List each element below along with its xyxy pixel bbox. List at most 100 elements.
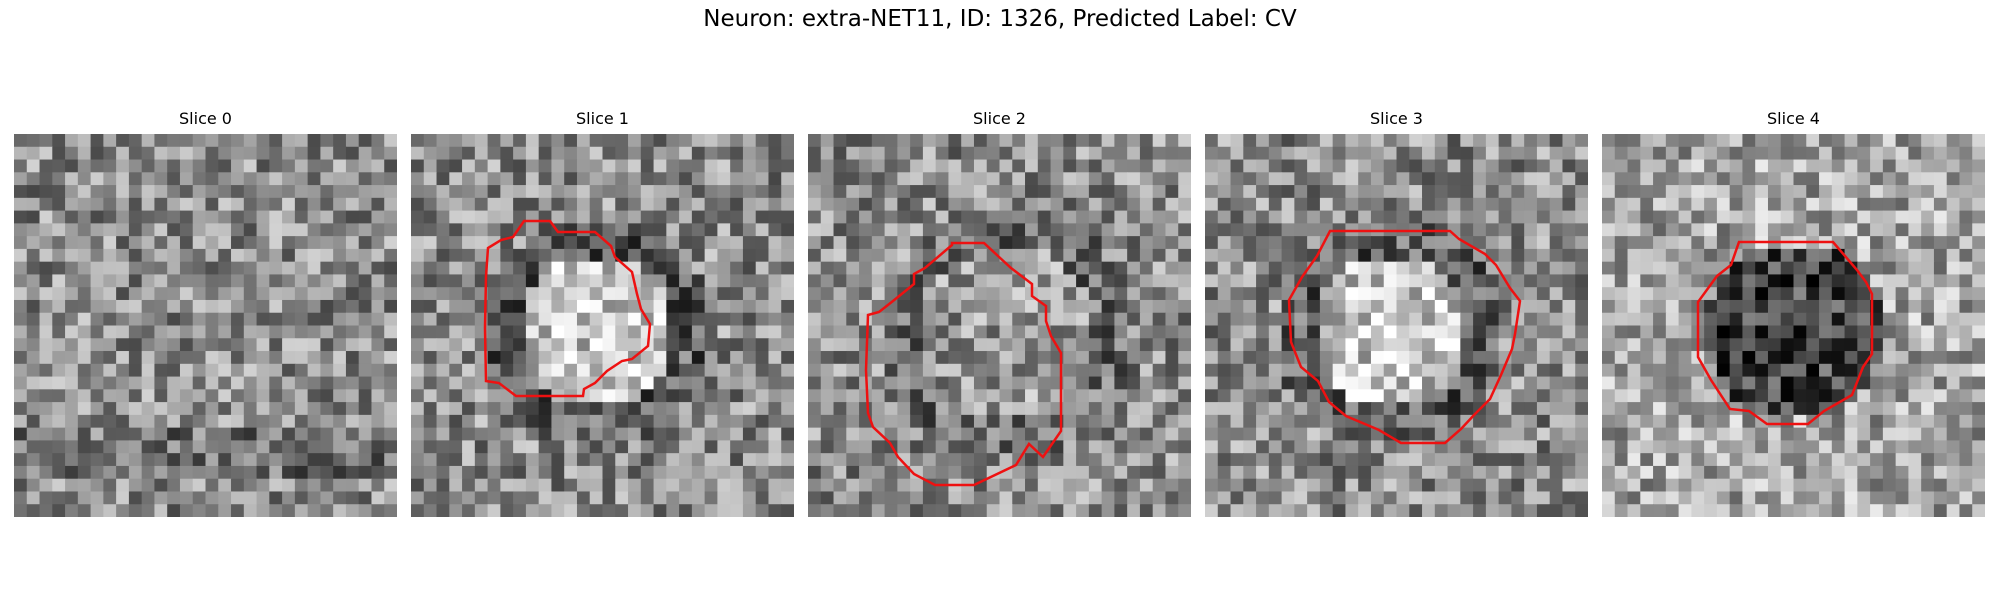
pixel-cell — [1370, 363, 1385, 378]
pixel-cell — [345, 478, 360, 493]
pixel-cell — [768, 376, 782, 390]
pixel-cell — [26, 389, 41, 403]
pixel-cell — [1908, 236, 1922, 250]
pixel-cell — [1755, 376, 1769, 390]
pixel-cell — [39, 414, 53, 429]
pixel-cell — [103, 299, 117, 314]
pixel-cell — [1498, 299, 1512, 314]
pixel-cell — [1383, 325, 1398, 339]
pixel-cell — [371, 325, 385, 339]
pixel-cell — [205, 465, 219, 480]
pixel-cell — [39, 248, 53, 263]
pixel-cell — [1307, 197, 1321, 212]
pixel-cell — [90, 453, 104, 467]
pixel-cell — [1434, 274, 1449, 288]
pixel-cell — [462, 504, 476, 517]
pixel-cell — [910, 363, 924, 378]
pixel-cell — [462, 338, 476, 352]
pixel-cell — [859, 248, 873, 263]
pixel-cell — [179, 134, 194, 148]
pixel-cell — [1895, 274, 1909, 288]
pixel-cell — [500, 414, 514, 429]
pixel-cell — [1498, 427, 1512, 441]
pixel-cell — [192, 440, 207, 454]
pixel-cell — [1256, 440, 1270, 454]
pixel-cell — [935, 465, 950, 480]
pixel-cell — [1627, 389, 1641, 403]
pixel-cell — [961, 274, 975, 288]
pixel-cell — [128, 427, 143, 441]
pixel-cell — [1870, 478, 1884, 493]
pixel-cell — [935, 159, 950, 173]
pixel-cell — [742, 351, 757, 365]
pixel-cell — [564, 287, 578, 301]
pixel-cell — [704, 363, 718, 378]
pixel-cell — [500, 134, 514, 148]
pixel-cell — [1742, 197, 1756, 212]
pixel-cell — [1933, 299, 1948, 314]
pixel-cell — [1422, 389, 1436, 403]
pixel-cell — [1524, 376, 1538, 390]
pixel-cell — [986, 146, 1001, 161]
pixel-cell — [1152, 453, 1167, 467]
pixel-cell — [755, 504, 770, 517]
pixel-cell — [1460, 210, 1474, 224]
pixel-cell — [65, 248, 79, 263]
pixel-cell — [411, 172, 425, 186]
pixel-cell — [1319, 146, 1334, 161]
pixel-cell — [1281, 261, 1295, 276]
pixel-cell — [192, 236, 207, 250]
pixel-cell — [1793, 363, 1807, 378]
pixel-cell — [961, 299, 975, 314]
pixel-cell — [846, 363, 860, 378]
pixel-cell — [1114, 414, 1128, 429]
pixel-cell — [717, 134, 731, 148]
pixel-cell — [449, 146, 463, 161]
pixel-cell — [294, 210, 309, 224]
pixel-cell — [999, 414, 1013, 429]
pixel-cell — [1549, 159, 1564, 173]
pixel-cell — [1653, 465, 1667, 480]
pixel-cell — [423, 376, 438, 390]
pixel-cell — [1895, 197, 1909, 212]
pixel-cell — [141, 248, 156, 263]
pixel-cell — [1895, 299, 1909, 314]
pixel-cell — [884, 261, 898, 276]
pixel-cell — [1294, 210, 1308, 224]
pixel-cell — [1281, 389, 1295, 403]
pixel-cell — [1319, 338, 1334, 352]
pixel-cell — [167, 402, 181, 416]
pixel-cell — [1037, 248, 1052, 263]
slice-panel-0: Slice 0 — [14, 108, 397, 517]
pixel-cell — [897, 146, 911, 161]
pixel-cell — [411, 376, 425, 390]
pixel-cell — [1127, 325, 1141, 339]
pixel-cell — [1114, 402, 1128, 416]
pixel-cell — [282, 261, 296, 276]
pixel-cell — [986, 478, 1001, 493]
pixel-cell — [14, 287, 28, 301]
pixel-cell — [1345, 210, 1359, 224]
pixel-cell — [1972, 363, 1985, 378]
pixel-cell — [39, 236, 53, 250]
pixel-cell — [52, 134, 66, 148]
pixel-cell — [1870, 274, 1884, 288]
pixel-cell — [1665, 338, 1680, 352]
pixel-cell — [602, 504, 616, 517]
pixel-cell — [666, 159, 680, 173]
pixel-cell — [564, 414, 578, 429]
pixel-cell — [1562, 146, 1576, 161]
pixel-cell — [755, 172, 770, 186]
pixel-cell — [1562, 325, 1576, 339]
pixel-cell — [628, 159, 642, 173]
pixel-cell — [910, 338, 924, 352]
pixel-cell — [1370, 376, 1385, 390]
pixel-cell — [1243, 146, 1257, 161]
pixel-cell — [525, 287, 540, 301]
pixel-cell — [884, 223, 898, 237]
pixel-cell — [525, 248, 540, 263]
pixel-cell — [564, 376, 578, 390]
pixel-cell — [256, 185, 270, 199]
pixel-cell — [1767, 299, 1782, 314]
pixel-cell — [320, 287, 334, 301]
